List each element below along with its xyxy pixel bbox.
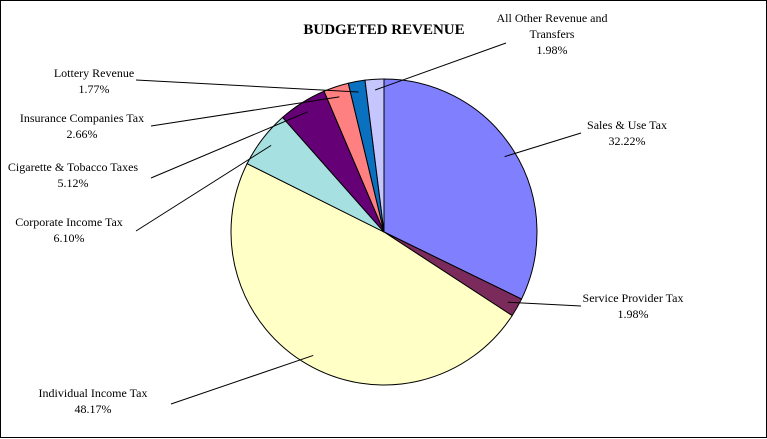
slice-category-label-6: Insurance Companies Tax [20,111,144,125]
chart-title: BUDGETED REVENUE [303,22,464,38]
slice-category-label-7: Lottery Revenue [54,66,134,80]
slice-category-label-8: All Other Revenue and [497,11,608,25]
slice-category-label-8: Transfers [530,27,575,41]
slices-layer [230,78,538,386]
leader-line-5 [150,111,309,179]
slice-value-label-5: 5.12% [58,176,89,190]
slice-value-label-4: 6.10% [54,231,85,245]
slice-value-label-7: 1.77% [79,82,110,96]
pie-slice-3 [230,162,513,386]
leader-line-3 [170,354,314,405]
leader-line-7 [135,79,359,93]
slice-category-label-4: Corporate Income Tax [15,215,123,229]
labels-layer: Sales & Use Tax 32.22% Service Provider Ta… [8,11,684,416]
slice-category-label-1: Sales & Use Tax [587,118,667,132]
leader-line-6 [150,96,340,127]
leader-line-4 [135,144,272,232]
leader-line-1 [504,132,582,158]
slice-value-label-2: 1.98% [618,307,649,321]
leader-lines-layer [135,42,582,405]
leader-line-8 [374,42,507,91]
slice-value-label-6: 2.66% [67,127,98,141]
pie-slice-1 [383,78,538,300]
slice-category-label-2: Service Provider Tax [583,291,684,305]
slice-value-label-8: 1.98% [537,43,568,57]
pie-slice-8 [364,78,385,233]
slice-category-label-5: Cigarette & Tobacco Taxes [8,160,138,174]
leader-line-2 [507,301,582,307]
slice-value-label-3: 48.17% [75,402,112,416]
slice-category-label-3: Individual Income Tax [39,386,148,400]
slice-value-label-1: 32.22% [609,134,646,148]
